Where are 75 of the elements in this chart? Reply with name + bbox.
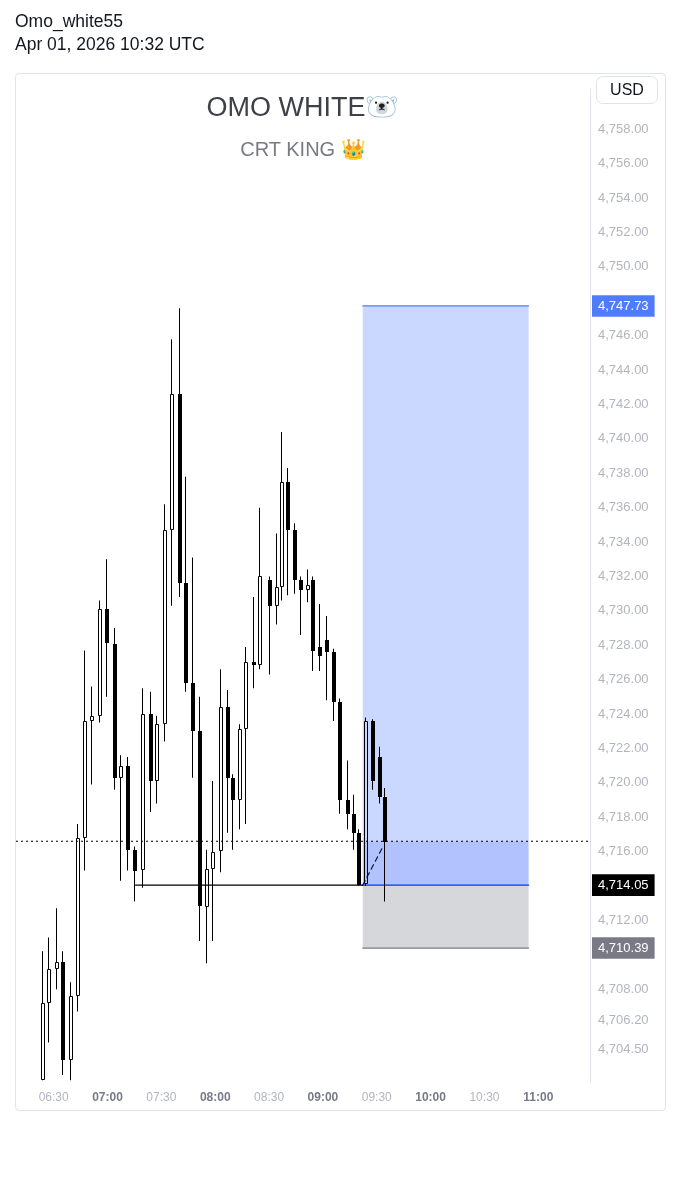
y-tick-label: 4,734.00 bbox=[598, 533, 649, 549]
y-tick-label: 4,720.00 bbox=[598, 774, 649, 790]
candlestick bbox=[105, 559, 109, 697]
x-tick-label: 06:30 bbox=[38, 1089, 70, 1104]
candlestick bbox=[318, 603, 322, 672]
x-tick-label: 07:00 bbox=[92, 1089, 124, 1104]
candlestick bbox=[286, 468, 290, 596]
y-tick-label: 4,744.00 bbox=[598, 361, 649, 377]
y-tick-label: 4,724.00 bbox=[598, 705, 649, 721]
candlestick bbox=[149, 691, 153, 813]
y-tick-label: 4,708.00 bbox=[598, 980, 649, 996]
text: Apr 01, 2026 10:32 UTC bbox=[15, 33, 205, 56]
y-tick-label: 4,704.50 bbox=[598, 1040, 649, 1056]
candlestick bbox=[252, 597, 256, 689]
x-tick-label: 09:00 bbox=[307, 1089, 339, 1104]
x-tick-label: 08:30 bbox=[254, 1089, 285, 1104]
candlestick bbox=[280, 432, 284, 601]
candlestick bbox=[338, 698, 342, 814]
y-tick-label: 4,714.05 bbox=[598, 876, 649, 892]
candlestick bbox=[258, 507, 262, 670]
y-tick-label: 4,728.00 bbox=[598, 636, 649, 652]
candlestick bbox=[346, 760, 350, 830]
text: CRT KING 👑 bbox=[239, 137, 367, 162]
y-tick-label: 4,747.73 bbox=[598, 297, 649, 313]
y-tick-label: 4,754.00 bbox=[598, 189, 649, 205]
candlestick bbox=[47, 937, 51, 1043]
candlestick bbox=[275, 533, 279, 625]
candlestick bbox=[378, 746, 382, 804]
candlestick bbox=[90, 686, 94, 785]
y-tick-label: 4,722.00 bbox=[598, 739, 649, 755]
candlestick bbox=[299, 576, 303, 635]
x-tick-label: 09:30 bbox=[361, 1089, 393, 1104]
candlestick bbox=[98, 600, 102, 723]
y-tick-label: 4,712.00 bbox=[598, 911, 649, 927]
candlestick bbox=[163, 504, 167, 742]
y-tick-label: 4,718.00 bbox=[598, 808, 649, 824]
x-tick-label: 10:30 bbox=[469, 1089, 500, 1104]
candlestick bbox=[244, 646, 248, 825]
text: Omo_white55 bbox=[15, 10, 124, 33]
y-tick-label: 4,732.00 bbox=[598, 568, 649, 584]
candlestick bbox=[113, 628, 117, 790]
y-tick-label: 4,706.20 bbox=[598, 1011, 649, 1027]
y-axis-title: USD bbox=[596, 76, 658, 104]
y-tick-label: 4,746.00 bbox=[598, 327, 649, 343]
candlestick bbox=[184, 476, 188, 692]
y-tick-label: 4,758.00 bbox=[598, 120, 649, 136]
y-tick-label: 4,710.39 bbox=[598, 939, 649, 955]
candlestick bbox=[238, 724, 242, 830]
chart-title: OMO WHITE🐻‍❄ bbox=[205, 91, 401, 124]
y-tick-label: 4,740.00 bbox=[598, 430, 649, 446]
y-tick-label: 4,742.00 bbox=[598, 396, 649, 412]
candlestick bbox=[226, 689, 230, 833]
candlestick bbox=[268, 576, 272, 675]
y-tick-label: 4,750.00 bbox=[598, 258, 649, 274]
y-tick-label: 4,756.00 bbox=[598, 155, 649, 171]
y-tick-label: 4,730.00 bbox=[598, 602, 649, 618]
x-tick-label: 11:00 bbox=[523, 1089, 554, 1104]
y-tick-label: 4,738.00 bbox=[598, 464, 649, 480]
candlestick bbox=[170, 339, 174, 606]
y-tick-label: 4,726.00 bbox=[598, 671, 649, 687]
candlestick bbox=[325, 615, 329, 701]
candlestick bbox=[55, 908, 59, 990]
y-tick-label: 4,736.00 bbox=[598, 499, 649, 515]
x-tick-label: 08:00 bbox=[199, 1089, 231, 1104]
candlestick bbox=[178, 308, 182, 598]
y-tick-label: 4,752.00 bbox=[598, 224, 649, 240]
candlestick bbox=[69, 982, 73, 1081]
x-tick-label: 10:00 bbox=[415, 1089, 447, 1104]
y-tick-label: 4,716.00 bbox=[598, 843, 649, 859]
candlestick bbox=[61, 951, 65, 1076]
candlestick bbox=[332, 648, 336, 721]
candlestick bbox=[155, 715, 159, 804]
x-tick-label: 07:30 bbox=[146, 1089, 177, 1104]
candlestick bbox=[293, 523, 297, 594]
candlestick bbox=[191, 557, 195, 778]
